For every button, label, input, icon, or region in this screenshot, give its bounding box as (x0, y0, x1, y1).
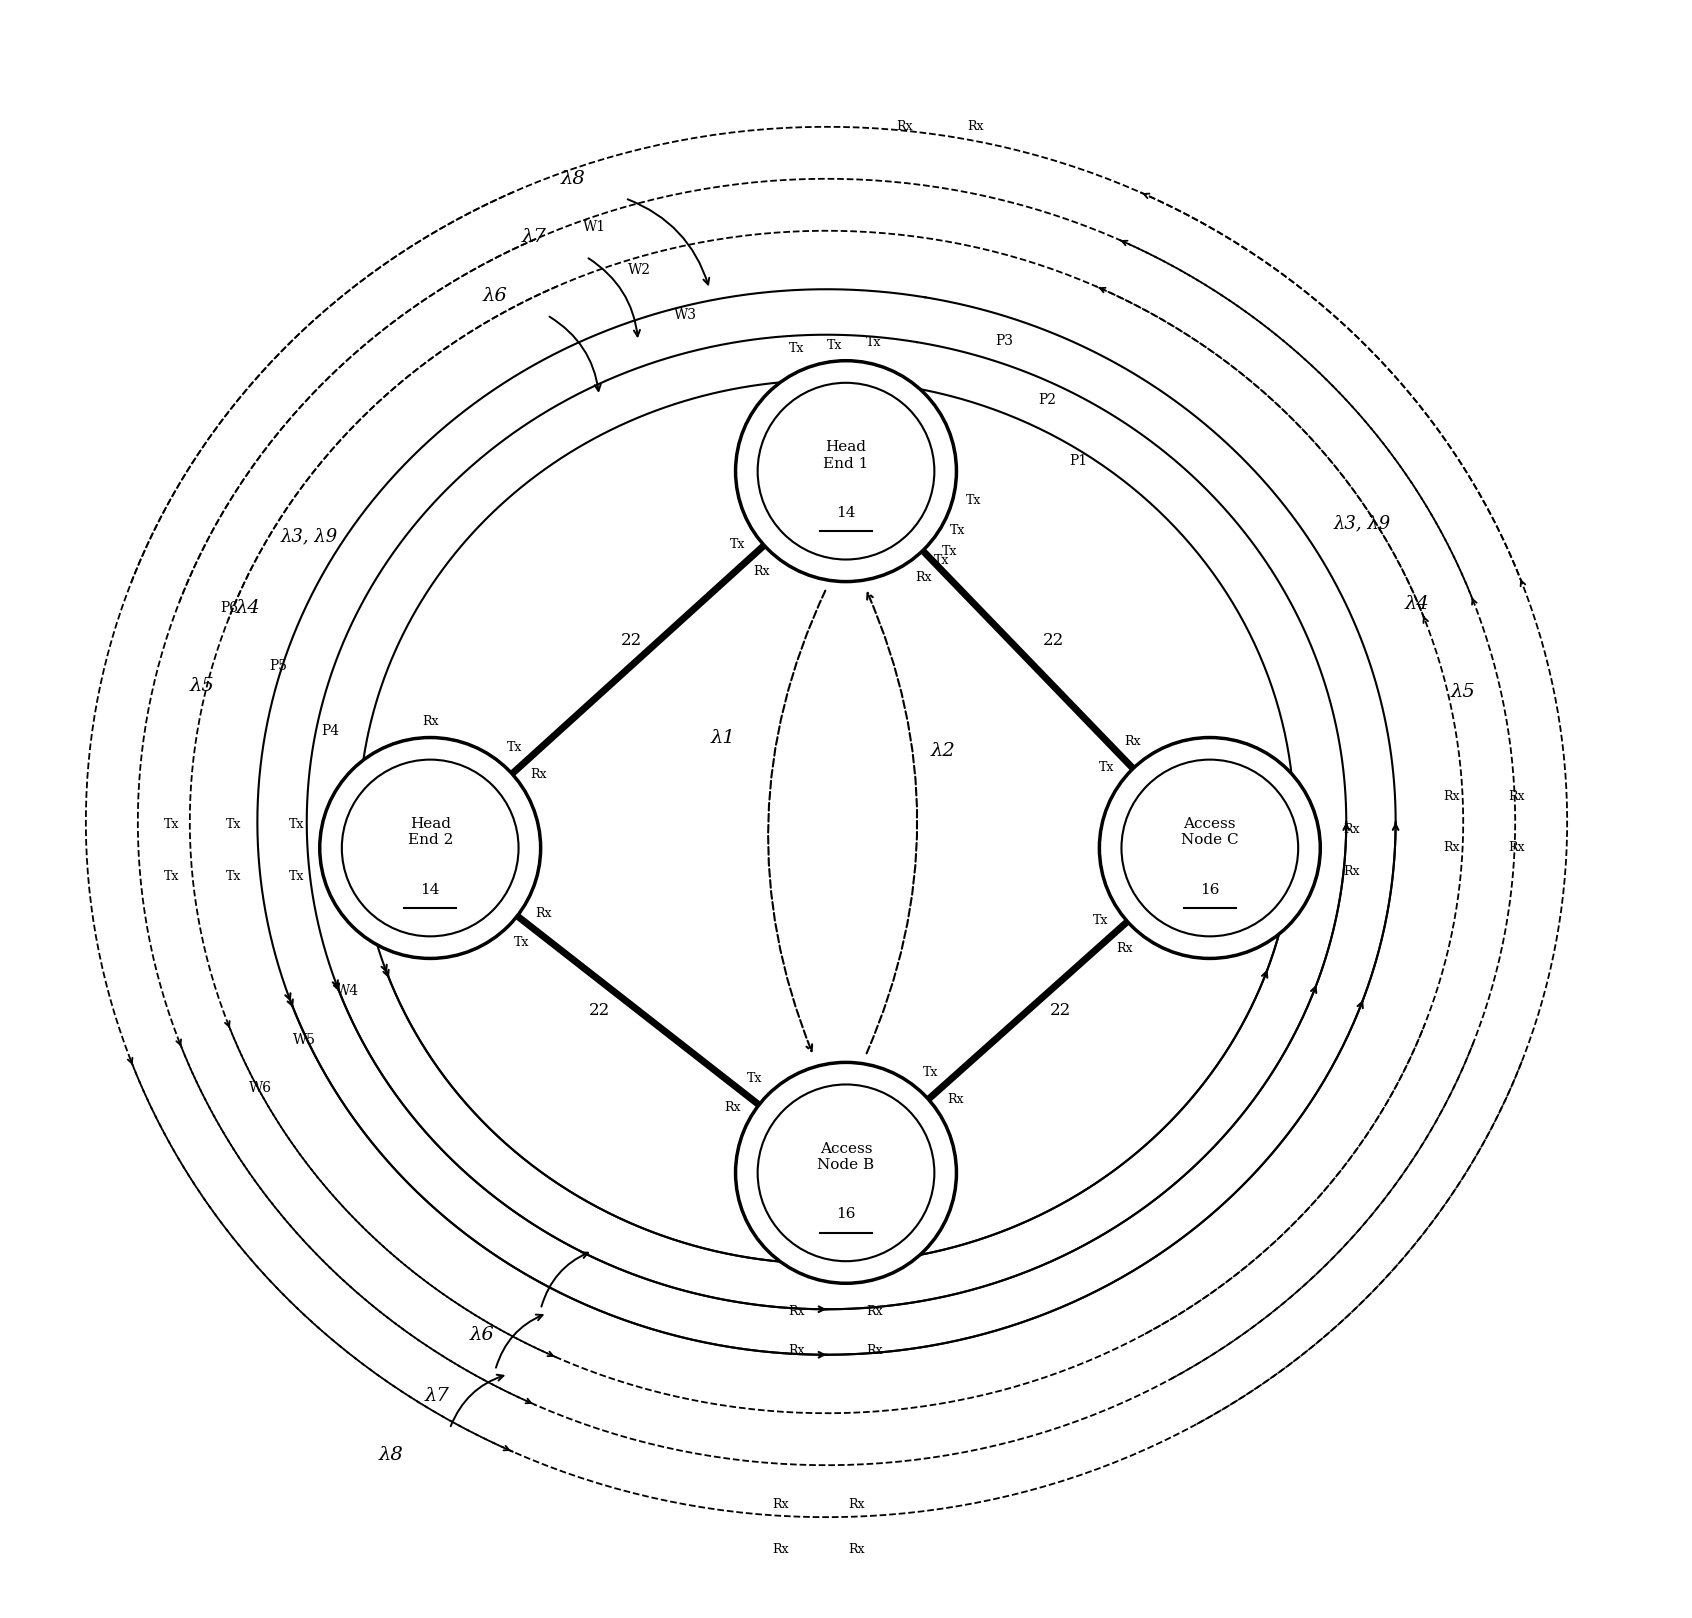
Text: Tx: Tx (748, 1073, 763, 1086)
Text: Rx: Rx (1125, 735, 1140, 749)
Text: 22: 22 (589, 1002, 609, 1019)
Circle shape (320, 738, 541, 958)
Text: Rx: Rx (848, 1544, 865, 1557)
Text: Rx: Rx (1343, 866, 1360, 879)
Text: P3: P3 (995, 335, 1014, 348)
Text: W6: W6 (249, 1081, 272, 1095)
Text: 22: 22 (1049, 1002, 1071, 1019)
Text: Tx: Tx (164, 870, 179, 883)
Text: Tx: Tx (506, 741, 521, 754)
Text: λ5: λ5 (1450, 683, 1475, 701)
Text: 14: 14 (420, 882, 440, 896)
Text: Access
Node C: Access Node C (1181, 817, 1239, 848)
Text: λ6: λ6 (470, 1327, 494, 1345)
Text: 22: 22 (1044, 631, 1064, 649)
Circle shape (736, 361, 956, 581)
Text: Rx: Rx (968, 120, 985, 133)
Text: P1: P1 (1069, 453, 1088, 468)
Text: Tx: Tx (1093, 914, 1108, 927)
Text: P2: P2 (1039, 393, 1056, 406)
Text: Rx: Rx (773, 1498, 788, 1511)
Text: W3: W3 (673, 307, 697, 322)
Text: W4: W4 (335, 984, 359, 998)
Text: 22: 22 (621, 631, 643, 649)
Text: λ4: λ4 (235, 599, 261, 616)
Text: Tx: Tx (227, 870, 242, 883)
Text: λ7: λ7 (521, 228, 547, 246)
Text: Rx: Rx (1509, 790, 1524, 803)
Text: Rx: Rx (897, 120, 912, 133)
Text: Rx: Rx (1509, 841, 1524, 854)
Text: Tx: Tx (924, 1066, 939, 1079)
Text: Tx: Tx (164, 819, 179, 832)
Text: Rx: Rx (536, 908, 552, 921)
Text: Head
End 1: Head End 1 (824, 440, 868, 471)
FancyArrowPatch shape (768, 591, 826, 1052)
Text: Rx: Rx (753, 565, 770, 578)
Text: λ4: λ4 (1404, 595, 1430, 613)
Circle shape (1100, 738, 1320, 958)
Text: Rx: Rx (948, 1094, 963, 1107)
Text: W5: W5 (293, 1034, 316, 1047)
Text: Rx: Rx (848, 1498, 865, 1511)
Text: Rx: Rx (866, 1345, 883, 1358)
Text: Tx: Tx (942, 545, 958, 558)
Text: Tx: Tx (866, 335, 882, 349)
Text: Tx: Tx (227, 819, 242, 832)
Text: Tx: Tx (514, 935, 530, 948)
Text: Tx: Tx (788, 343, 804, 356)
Text: P5: P5 (269, 659, 288, 673)
Text: λ5: λ5 (190, 676, 215, 694)
Text: Tx: Tx (827, 340, 843, 353)
Text: Rx: Rx (915, 571, 931, 584)
Text: Tx: Tx (949, 524, 964, 537)
Text: λ3, λ9: λ3, λ9 (1333, 515, 1391, 532)
Text: W1: W1 (582, 220, 606, 235)
Text: 16: 16 (1200, 882, 1220, 896)
Text: W2: W2 (628, 262, 651, 277)
Text: λ1: λ1 (711, 728, 734, 746)
Text: Rx: Rx (1117, 942, 1134, 955)
Text: Rx: Rx (866, 1306, 883, 1319)
Text: Tx: Tx (1098, 760, 1113, 773)
Text: Rx: Rx (421, 715, 438, 728)
FancyArrowPatch shape (866, 592, 917, 1053)
Text: Rx: Rx (788, 1345, 805, 1358)
Text: 16: 16 (836, 1207, 856, 1222)
Text: λ3, λ9: λ3, λ9 (281, 527, 338, 545)
Text: Tx: Tx (966, 493, 981, 506)
Text: Rx: Rx (788, 1306, 805, 1319)
Text: λ8: λ8 (379, 1446, 404, 1464)
Text: Rx: Rx (773, 1544, 788, 1557)
Circle shape (736, 1063, 956, 1283)
Text: Rx: Rx (1443, 841, 1460, 854)
Text: P4: P4 (321, 723, 338, 738)
Text: Rx: Rx (1443, 790, 1460, 803)
Text: Tx: Tx (289, 870, 305, 883)
Text: Head
End 2: Head End 2 (408, 817, 453, 848)
Text: λ2: λ2 (931, 741, 956, 759)
Text: λ7: λ7 (425, 1387, 448, 1406)
Text: Access
Node B: Access Node B (817, 1142, 875, 1173)
Text: Rx: Rx (1343, 824, 1360, 837)
Text: Rx: Rx (530, 767, 547, 781)
Text: Rx: Rx (724, 1100, 741, 1113)
Text: P6: P6 (220, 600, 239, 615)
Text: Tx: Tx (934, 553, 949, 566)
Text: Tx: Tx (289, 819, 305, 832)
Text: λ8: λ8 (560, 170, 585, 188)
Text: Tx: Tx (729, 539, 744, 552)
Text: 14: 14 (836, 506, 856, 519)
Text: λ6: λ6 (482, 286, 508, 304)
